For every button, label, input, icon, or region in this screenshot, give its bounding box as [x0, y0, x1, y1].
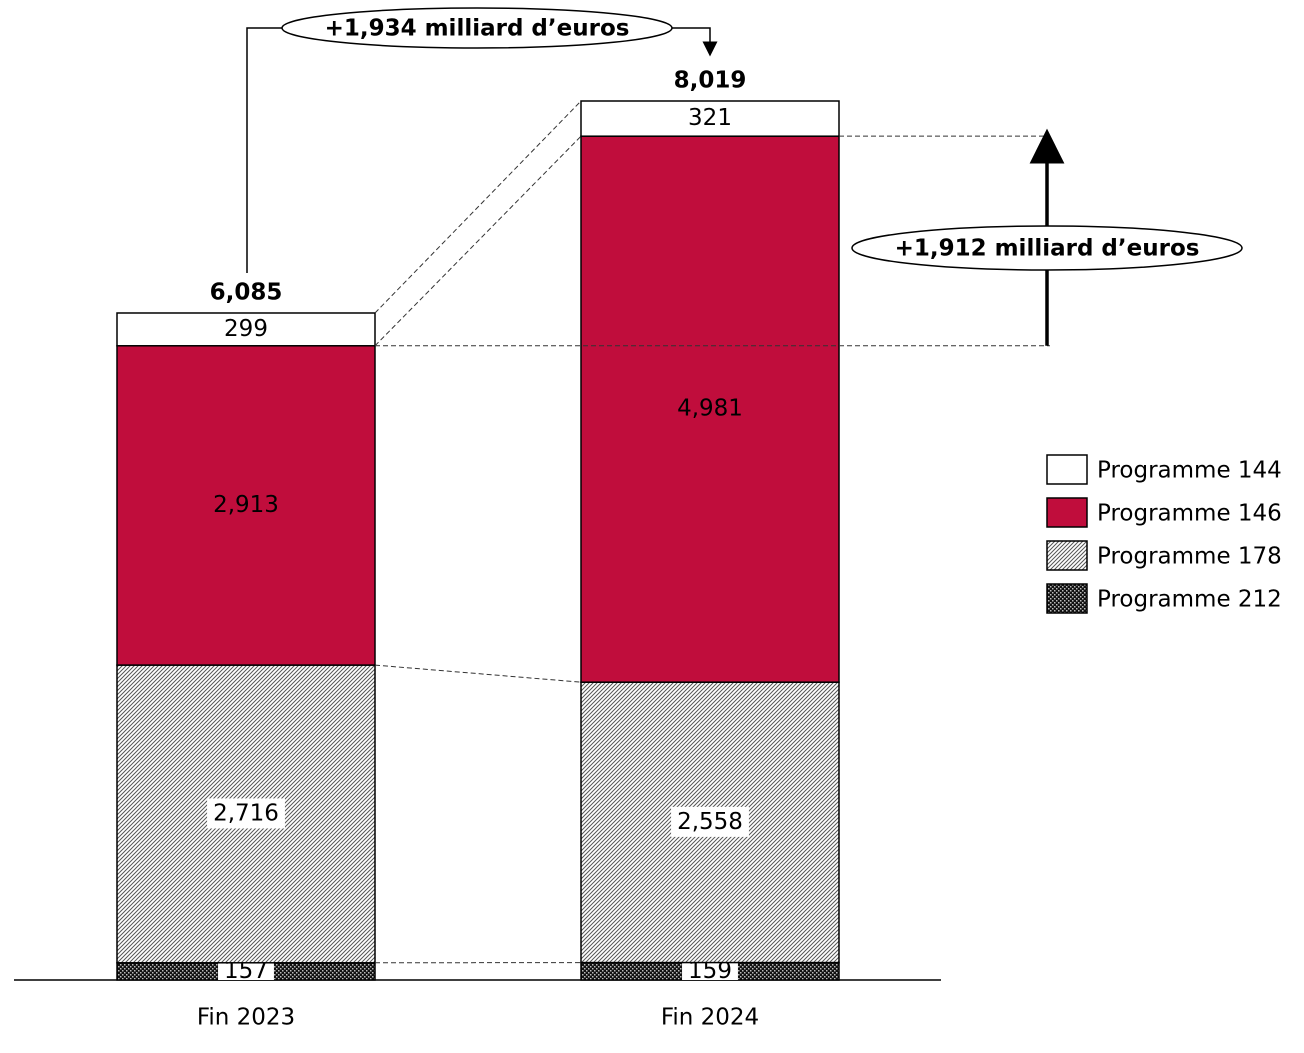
annotation-bubble: [851, 225, 1243, 271]
value-label: 299: [224, 316, 268, 342]
legend-label: Programme 144: [1097, 458, 1282, 484]
value-label: 321: [688, 105, 732, 131]
x-tick-label: Fin 2024: [661, 1005, 759, 1031]
annotation: +1,912 milliard d’euros: [895, 236, 1200, 262]
label-background: [218, 962, 274, 980]
annotation-bubble: [281, 7, 673, 49]
connector: [374, 664, 582, 683]
value-label: 2,913: [213, 492, 279, 518]
label-background: [682, 962, 738, 980]
total-label: 8,019: [674, 68, 747, 94]
legend-swatch: [1046, 454, 1088, 485]
connector: [374, 100, 582, 314]
bar-segment: [116, 312, 376, 347]
label-background: [671, 806, 749, 837]
legend-swatch: [1046, 497, 1088, 528]
legend-label: Programme 178: [1097, 544, 1282, 570]
annotation: +1,934 milliard d’euros: [325, 16, 630, 42]
bar-segment: [116, 345, 376, 666]
legend-swatch: [1046, 540, 1088, 571]
connector: [374, 135, 582, 347]
x-tick-label: Fin 2023: [197, 1005, 295, 1031]
value-label: 4,981: [677, 396, 743, 422]
value-label: 2,558: [677, 809, 743, 835]
bar-segment: [580, 100, 840, 137]
legend-swatch: [1046, 583, 1088, 614]
legend-label: Programme 212: [1097, 587, 1282, 613]
value-label: 2,716: [213, 800, 279, 826]
bar-segment: [580, 135, 840, 683]
legend-label: Programme 146: [1097, 501, 1282, 527]
total-label: 6,085: [210, 279, 283, 305]
label-background: [207, 798, 285, 829]
